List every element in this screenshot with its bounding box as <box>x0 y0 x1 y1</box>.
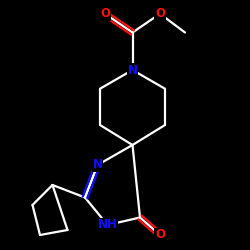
Text: O: O <box>155 7 165 20</box>
Text: O: O <box>100 7 110 20</box>
Text: N: N <box>92 158 102 172</box>
Text: NH: NH <box>98 218 117 232</box>
Text: N: N <box>128 64 138 76</box>
Text: O: O <box>155 228 165 241</box>
